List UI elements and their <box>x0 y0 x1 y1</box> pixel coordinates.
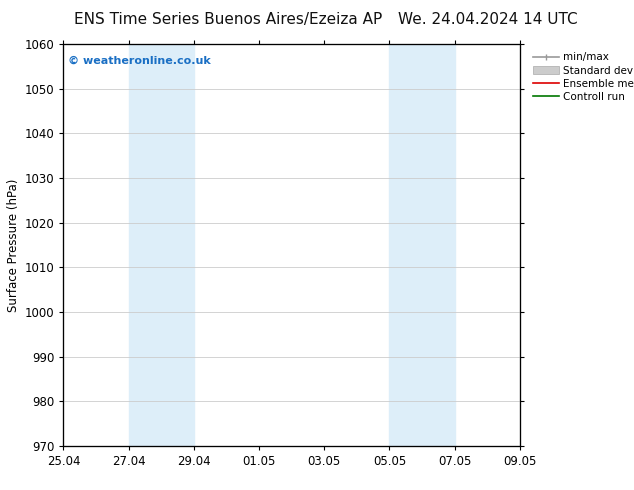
Bar <box>389 44 455 446</box>
Y-axis label: Surface Pressure (hPa): Surface Pressure (hPa) <box>8 178 20 312</box>
Bar <box>129 44 194 446</box>
Legend: min/max, Standard deviation, Ensemble mean run, Controll run: min/max, Standard deviation, Ensemble me… <box>529 49 634 105</box>
Text: ENS Time Series Buenos Aires/Ezeiza AP: ENS Time Series Buenos Aires/Ezeiza AP <box>74 12 382 27</box>
Text: © weatheronline.co.uk: © weatheronline.co.uk <box>68 56 210 66</box>
Text: We. 24.04.2024 14 UTC: We. 24.04.2024 14 UTC <box>398 12 578 27</box>
